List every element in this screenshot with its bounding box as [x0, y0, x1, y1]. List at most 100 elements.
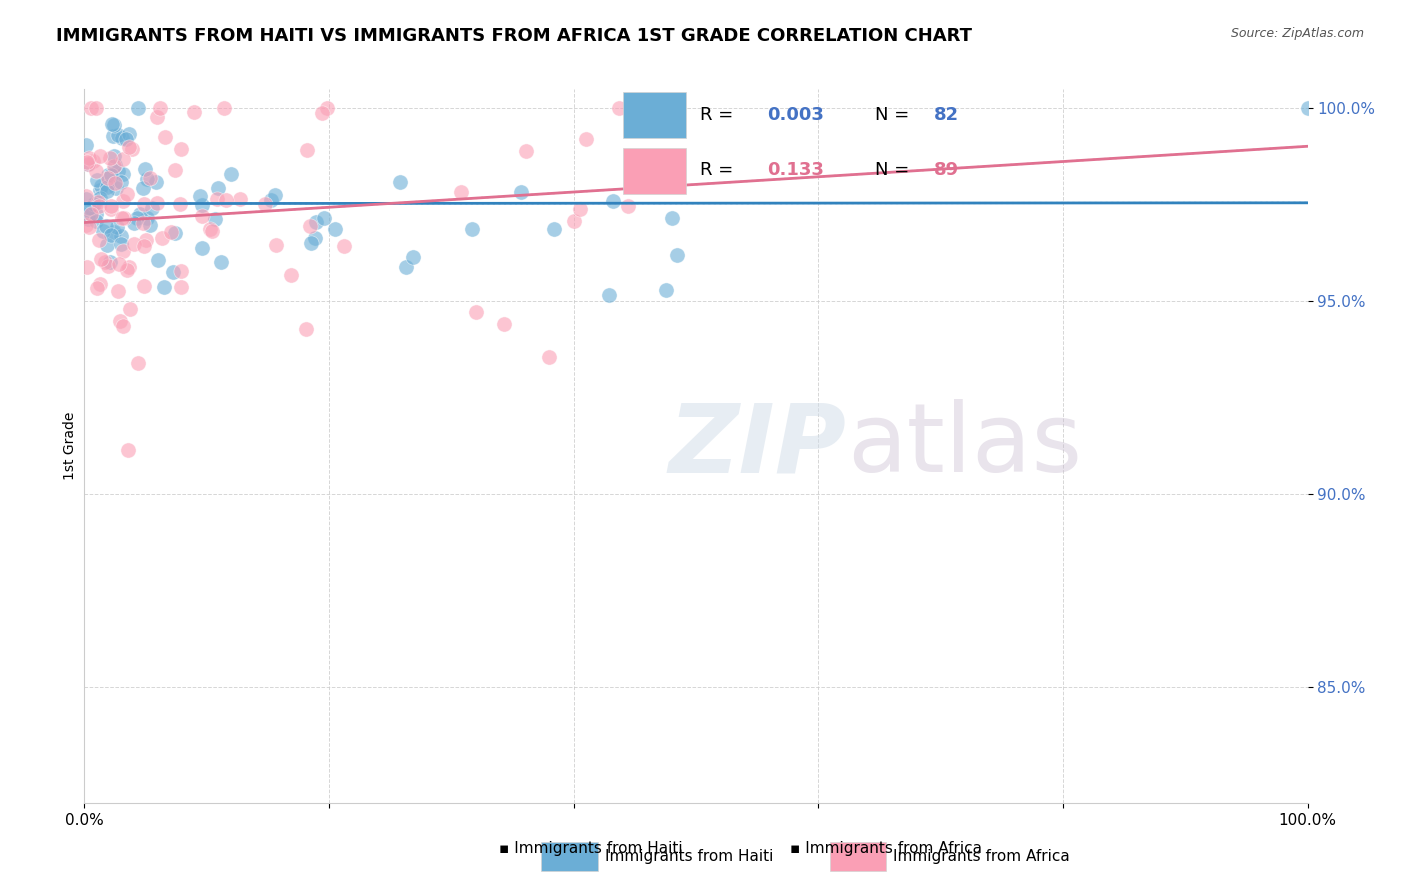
FancyBboxPatch shape	[623, 148, 686, 194]
Point	[121, 142, 143, 156]
Point	[80, 207, 103, 221]
Point	[104, 177, 127, 191]
Point	[89, 183, 111, 197]
Point	[209, 255, 232, 269]
Point	[110, 237, 132, 252]
Point	[461, 222, 484, 236]
Y-axis label: 1st Grade: 1st Grade	[63, 412, 77, 480]
Point	[75, 192, 97, 206]
Point	[169, 197, 191, 211]
Point	[163, 163, 186, 178]
Point	[575, 132, 598, 146]
Point	[96, 238, 118, 252]
Point	[169, 279, 191, 293]
Point	[510, 185, 533, 199]
Point	[94, 254, 117, 268]
Point	[616, 198, 638, 212]
Point	[135, 171, 157, 186]
Point	[598, 288, 620, 302]
Point	[76, 155, 98, 169]
Point	[139, 170, 162, 185]
Point	[402, 250, 425, 264]
Point	[127, 356, 149, 370]
Point	[112, 244, 135, 258]
Point	[389, 175, 412, 189]
Point	[204, 211, 226, 226]
Point	[77, 156, 100, 170]
Text: Immigrants from Africa: Immigrants from Africa	[893, 849, 1070, 863]
Point	[90, 178, 112, 193]
Point	[112, 194, 135, 209]
Point	[1296, 102, 1319, 116]
Point	[219, 167, 242, 181]
Point	[100, 169, 122, 183]
Point	[77, 152, 100, 166]
Point	[132, 216, 155, 230]
Point	[98, 151, 121, 165]
Text: ZIP: ZIP	[668, 400, 846, 492]
Point	[110, 229, 132, 244]
Point	[75, 189, 97, 203]
Point	[564, 214, 586, 228]
Point	[148, 102, 170, 116]
Text: ▪ Immigrants from Haiti: ▪ Immigrants from Haiti	[499, 841, 682, 856]
Point	[97, 168, 120, 182]
Point	[602, 194, 624, 208]
Text: R =: R =	[700, 161, 738, 179]
Point	[107, 164, 129, 178]
Point	[260, 193, 283, 207]
Point	[569, 202, 592, 217]
Point	[112, 211, 135, 226]
Point	[86, 281, 108, 295]
Point	[115, 132, 138, 146]
Text: 0.003: 0.003	[768, 106, 824, 124]
Point	[86, 102, 108, 116]
Point	[103, 159, 125, 173]
Point	[84, 164, 107, 178]
Point	[75, 218, 97, 232]
Point	[117, 442, 139, 457]
Point	[111, 131, 134, 145]
Point	[112, 318, 135, 333]
Text: N =: N =	[875, 161, 915, 179]
Point	[104, 158, 127, 172]
Point	[100, 227, 122, 242]
Point	[160, 225, 183, 239]
Point	[191, 241, 214, 255]
Point	[464, 305, 486, 319]
Point	[87, 199, 110, 213]
Point	[314, 211, 336, 225]
Point	[131, 181, 153, 195]
Point	[311, 106, 333, 120]
Point	[153, 129, 176, 144]
Point	[134, 278, 156, 293]
Point	[103, 119, 125, 133]
Point	[87, 233, 110, 247]
Point	[118, 140, 141, 154]
Point	[94, 219, 117, 234]
Point	[100, 202, 122, 216]
Point	[264, 238, 287, 252]
Point	[103, 225, 125, 239]
Point	[83, 197, 105, 211]
Point	[162, 265, 184, 279]
Point	[91, 224, 114, 238]
Point	[101, 128, 124, 143]
Point	[115, 263, 138, 277]
FancyBboxPatch shape	[541, 842, 598, 871]
Point	[120, 301, 142, 316]
Point	[103, 149, 125, 163]
Text: R =: R =	[700, 106, 738, 124]
Point	[110, 211, 132, 225]
Point	[183, 105, 205, 120]
Point	[492, 318, 515, 332]
Point	[191, 210, 214, 224]
Text: IMMIGRANTS FROM HAITI VS IMMIGRANTS FROM AFRICA 1ST GRADE CORRELATION CHART: IMMIGRANTS FROM HAITI VS IMMIGRANTS FROM…	[56, 27, 972, 45]
Point	[215, 193, 238, 207]
Point	[665, 248, 688, 262]
Point	[136, 211, 159, 225]
Point	[75, 137, 97, 152]
Point	[304, 215, 326, 229]
Point	[163, 227, 186, 241]
Point	[127, 102, 149, 116]
